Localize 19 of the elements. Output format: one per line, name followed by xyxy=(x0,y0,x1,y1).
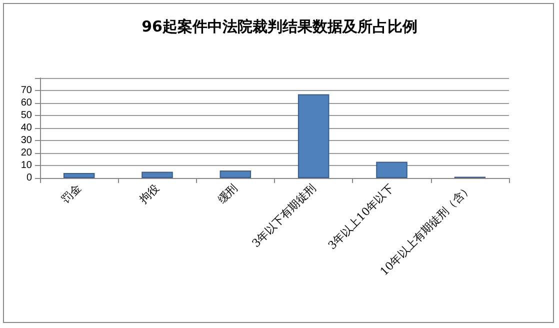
x-tick-label: 3年以下有期徒刑 xyxy=(250,181,318,250)
bar xyxy=(220,170,252,178)
bar xyxy=(376,162,408,178)
y-tick-label: 0 xyxy=(26,172,32,184)
bar xyxy=(298,94,330,178)
x-tick-label: 缓刑 xyxy=(215,181,240,206)
x-tick-label: 3年以上10年以下 xyxy=(326,181,396,252)
y-tick-label: 20 xyxy=(20,148,32,158)
y-tick-label: 40 xyxy=(20,122,32,134)
x-tick-label: 拘役 xyxy=(137,181,162,206)
y-tick-label: 30 xyxy=(20,135,32,146)
y-tick-label: 10 xyxy=(20,160,32,171)
bar xyxy=(142,172,173,178)
chart-title: 96起案件中法院裁判结果数据及所占比例 xyxy=(142,18,418,36)
x-tick-label: 罚金 xyxy=(58,181,84,206)
y-tick-label: 70 xyxy=(20,85,32,96)
y-tick-label: 60 xyxy=(20,98,32,108)
bar xyxy=(63,173,95,178)
y-tick-label: 50 xyxy=(20,110,32,121)
